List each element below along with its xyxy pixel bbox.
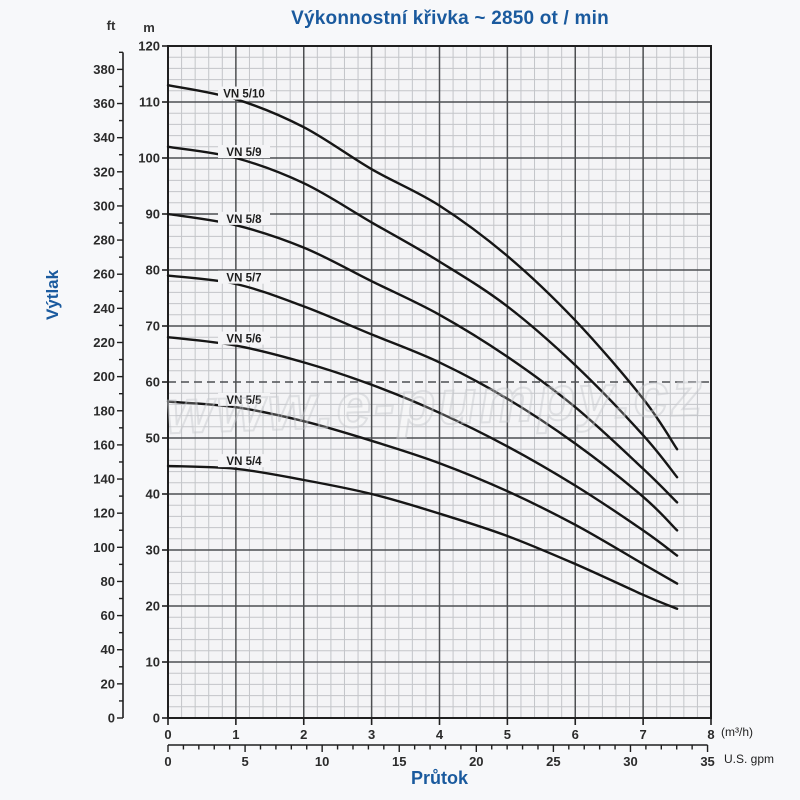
gpm-axis-tick-label: 10 xyxy=(315,754,329,769)
m3h-axis-tick-label: 5 xyxy=(504,727,511,742)
m-axis-tick-label: 80 xyxy=(146,263,160,278)
curve-vn-5-10 xyxy=(166,84,679,451)
m-axis-tick-label: 40 xyxy=(146,487,160,502)
gpm-axis xyxy=(167,744,709,752)
m-axis-tick-label: 110 xyxy=(139,95,160,110)
page-title: Výkonnostní křivka ~ 2850 ot / min xyxy=(291,8,609,29)
m3h-axis-tick-label: 2 xyxy=(300,727,307,742)
ft-axis-tick-label: 120 xyxy=(93,506,115,521)
ft-axis-tick-label: 100 xyxy=(93,540,115,555)
curve-label-bg xyxy=(218,454,271,468)
ft-axis-tick-label: 320 xyxy=(93,164,115,179)
m-axis-tick-label: 70 xyxy=(146,319,160,334)
ft-axis-tick-label: 340 xyxy=(93,130,115,145)
ft-axis-tick-label: 0 xyxy=(108,711,115,726)
ft-axis-tick-label: 60 xyxy=(101,608,115,623)
m-axis-tick-label: 100 xyxy=(138,151,160,166)
gpm-axis-tick-label: 35 xyxy=(700,754,714,769)
curve-vn-5-6 xyxy=(166,336,679,557)
y-axis-title: Výtlak xyxy=(43,269,62,321)
curve-vn-5-9 xyxy=(166,145,679,479)
ft-axis-tick-label: 300 xyxy=(93,198,115,213)
ft-axis-tick-label: 140 xyxy=(93,472,115,487)
ft-axis-tick-label: 260 xyxy=(93,267,115,282)
m-axis-tick-label: 60 xyxy=(146,375,160,390)
curve-label: VN 5/5 xyxy=(226,395,262,407)
curve-label-bg xyxy=(218,145,271,159)
x-axis-title: Průtok xyxy=(410,768,468,788)
curve-vn-5-8 xyxy=(166,212,679,504)
ft-axis-tick-label: 160 xyxy=(93,437,115,452)
gpm-axis-tick-label: 5 xyxy=(241,754,248,769)
m3h-axis-tick-label: 6 xyxy=(572,727,579,742)
y-axis-unit-m: m xyxy=(143,20,155,35)
gpm-axis-tick-label: 15 xyxy=(392,754,406,769)
gpm-axis-tick-label: 30 xyxy=(623,754,637,769)
ft-axis xyxy=(117,51,124,719)
curve-vn-5-7 xyxy=(166,274,679,532)
m-axis xyxy=(162,45,168,719)
m3h-axis xyxy=(167,718,712,725)
m-axis-tick-label: 10 xyxy=(146,655,160,670)
m-axis-tick-label: 30 xyxy=(146,543,160,558)
pump-curves xyxy=(166,84,679,610)
ft-axis-tick-label: 80 xyxy=(101,574,115,589)
x-axis-unit-gpm: U.S. gpm xyxy=(724,752,775,766)
ft-axis-tick-label: 200 xyxy=(93,369,115,384)
ft-axis-tick-label: 40 xyxy=(101,642,115,657)
y-axis-unit-ft: ft xyxy=(106,18,116,33)
ft-axis-tick-label: 380 xyxy=(93,62,115,77)
curve-label-bg xyxy=(218,86,271,100)
curve-label-bg xyxy=(218,392,271,406)
gpm-axis-tick-label: 25 xyxy=(546,754,560,769)
ft-axis-tick-label: 240 xyxy=(93,301,115,316)
curve-label: VN 5/9 xyxy=(226,147,261,159)
ft-axis-tick-label: 280 xyxy=(93,233,115,248)
m3h-axis-tick-label: 7 xyxy=(640,727,647,742)
curve-label: VN 5/7 xyxy=(226,273,261,285)
m-axis-tick-label: 50 xyxy=(146,431,160,446)
m3h-axis-tick-label: 8 xyxy=(707,727,714,742)
curve-label: VN 5/4 xyxy=(226,456,262,468)
curve-vn-5-4 xyxy=(166,464,679,610)
curve-label: VN 5/10 xyxy=(223,89,265,101)
gpm-axis-tick-label: 0 xyxy=(164,754,171,769)
m3h-axis-tick-label: 3 xyxy=(368,727,375,742)
m-axis-tick-label: 90 xyxy=(146,207,160,222)
curve-label: VN 5/8 xyxy=(226,214,262,226)
ft-axis-tick-label: 360 xyxy=(93,96,115,111)
curve-label-bg xyxy=(218,211,271,225)
x-axis-unit-m3h: (m³/h) xyxy=(721,725,753,739)
curve-label-bg xyxy=(218,331,271,345)
gpm-axis-tick-label: 20 xyxy=(469,754,483,769)
ft-axis-tick-label: 180 xyxy=(93,403,115,418)
ft-axis-tick-label: 20 xyxy=(101,676,115,691)
curve-vn-5-5 xyxy=(166,400,679,585)
m3h-axis-tick-label: 1 xyxy=(232,727,239,742)
m-axis-tick-label: 120 xyxy=(138,39,160,54)
ft-axis-tick-label: 220 xyxy=(93,335,115,350)
curve-labels xyxy=(218,86,271,468)
m-axis-tick-label: 0 xyxy=(153,711,160,726)
m3h-axis-tick-label: 0 xyxy=(164,727,171,742)
curve-label: VN 5/6 xyxy=(226,334,261,346)
m3h-axis-tick-label: 4 xyxy=(436,727,444,742)
curve-label-bg xyxy=(218,270,271,284)
m-axis-tick-label: 20 xyxy=(146,599,160,614)
